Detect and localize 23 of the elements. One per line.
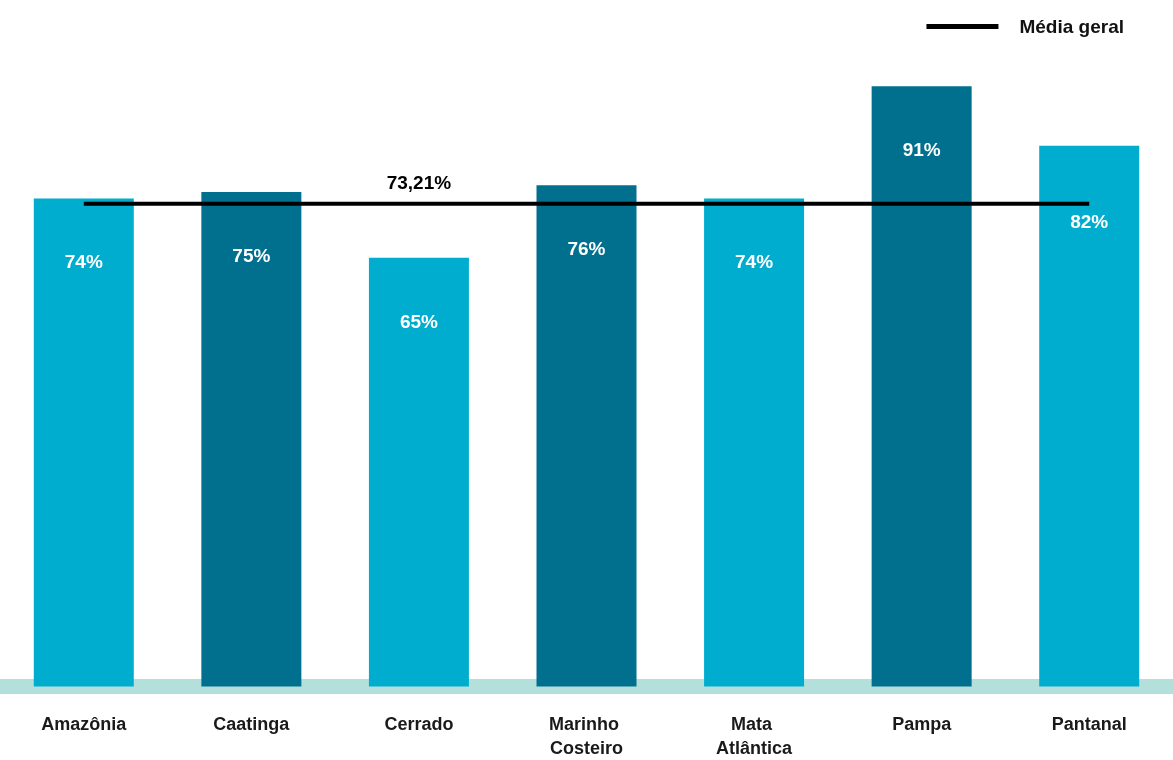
x-tick-label: Caatinga xyxy=(213,714,291,734)
x-tick-label: Mata Atlântica xyxy=(716,714,794,758)
bar xyxy=(368,257,469,687)
bar xyxy=(201,191,302,687)
data-label: 74% xyxy=(735,251,774,273)
data-label: 82% xyxy=(1070,211,1109,233)
data-label: 73,21% xyxy=(386,171,452,193)
bar xyxy=(1039,145,1140,687)
bar xyxy=(704,198,805,687)
bar xyxy=(536,185,637,687)
x-tick-label: Pantanal xyxy=(1051,714,1127,734)
data-label: 75% xyxy=(232,244,271,266)
x-tick-label: Marinho Costeiro xyxy=(549,714,624,758)
x-tick-label: Amazônia xyxy=(41,714,128,734)
legend-label: Média geral xyxy=(1019,16,1125,37)
bar xyxy=(871,86,972,687)
x-tick-label: Cerrado xyxy=(384,714,454,734)
data-label: 91% xyxy=(902,139,941,161)
data-label: 65% xyxy=(399,310,439,332)
data-label: 74% xyxy=(64,251,103,273)
data-label: 76% xyxy=(567,238,606,260)
bar xyxy=(33,198,134,687)
x-tick-label: Pampa xyxy=(892,714,953,734)
